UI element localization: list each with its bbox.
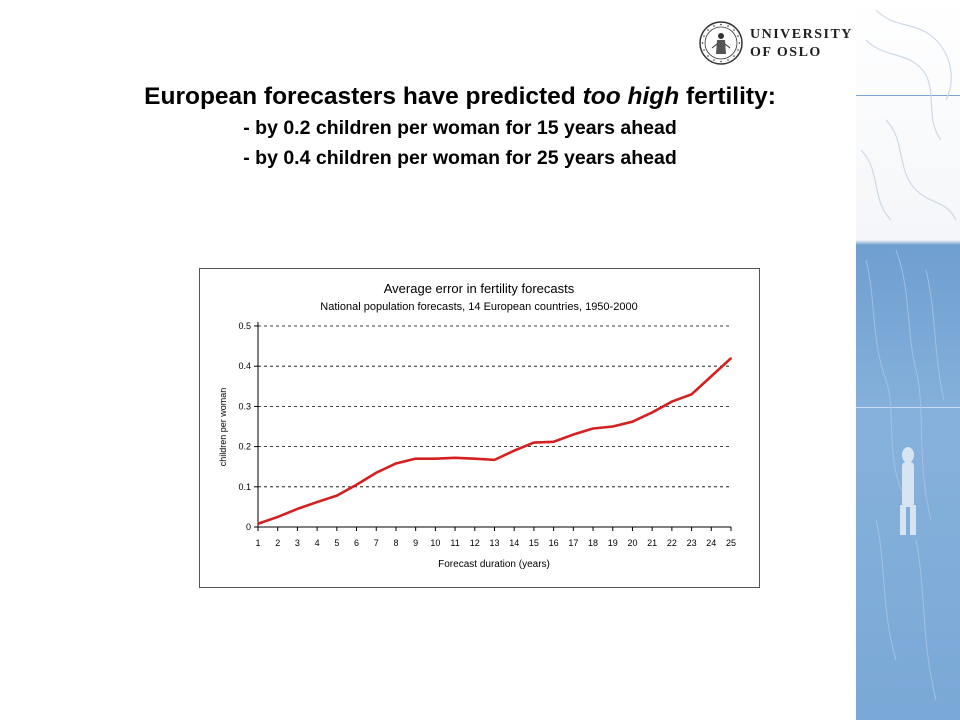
data-point	[335, 494, 338, 497]
x-tick-label: 6	[354, 538, 359, 548]
x-tick-label: 10	[430, 538, 440, 548]
x-tick-label: 8	[393, 538, 398, 548]
x-tick-label: 21	[647, 538, 657, 548]
x-tick-label: 13	[489, 538, 499, 548]
y-tick-label: 0.2	[238, 442, 251, 452]
university-name: UNIVERSITY OF OSLO	[750, 26, 853, 62]
x-tick-label: 4	[315, 538, 320, 548]
x-tick-label: 15	[529, 538, 539, 548]
x-tick-label: 18	[588, 538, 598, 548]
data-point	[533, 441, 535, 444]
data-point	[316, 501, 319, 503]
data-point	[730, 357, 732, 360]
x-tick-label: 17	[568, 538, 578, 548]
slide-bullet-2: - by 0.4 children per woman for 25 years…	[243, 147, 677, 169]
x-tick-label: 2	[275, 538, 280, 548]
university-logo: UNIVERSITY OF OSLO	[698, 20, 858, 70]
x-tick-label: 9	[413, 538, 418, 548]
axes	[254, 322, 732, 531]
university-seal-icon	[699, 21, 743, 65]
title-part2: fertility:	[679, 83, 776, 110]
data-point	[473, 457, 476, 460]
data-point	[670, 400, 673, 403]
x-tick-label: 5	[334, 538, 339, 548]
decorative-side-band	[856, 0, 960, 720]
data-point	[513, 449, 516, 452]
data-point	[296, 508, 299, 510]
data-point	[710, 375, 713, 378]
data-point	[454, 456, 456, 459]
x-tick-label: 12	[470, 538, 480, 548]
x-tick-label: 25	[726, 538, 736, 548]
data-point	[375, 471, 378, 474]
series-layer	[257, 357, 732, 526]
slide-title-block: European forecasters have predicted too …	[60, 80, 860, 173]
data-point	[592, 427, 594, 430]
x-tick-label: 23	[687, 538, 697, 548]
title-emphasis: too high	[582, 83, 680, 110]
x-tick-label: 24	[706, 538, 716, 548]
y-axis-label: children per woman	[218, 388, 228, 467]
data-point	[355, 483, 358, 486]
data-point	[493, 458, 496, 461]
slide-bullet-1: - by 0.2 children per woman for 15 years…	[243, 117, 677, 139]
x-tick-label: 3	[295, 538, 300, 548]
university-name-line2: OF OSLO	[750, 45, 822, 60]
data-point	[414, 457, 417, 460]
slide-title: European forecasters have predicted too …	[60, 80, 860, 113]
university-name-line1: UNIVERSITY	[750, 27, 853, 42]
data-point	[434, 457, 437, 460]
y-tick-label: 0.5	[238, 321, 251, 331]
series-line	[257, 357, 732, 526]
x-axis-label: Forecast duration (years)	[438, 559, 550, 570]
chart-title: Average error in fertility forecasts	[384, 281, 575, 296]
y-tick-label: 0	[246, 522, 251, 532]
data-point	[651, 411, 654, 414]
data-point	[395, 462, 397, 465]
x-tick-label: 7	[374, 538, 379, 548]
data-point	[611, 425, 614, 428]
band-divider-top	[856, 95, 960, 96]
data-point	[572, 433, 575, 436]
line-chart: Average error in fertility forecasts Nat…	[218, 281, 736, 570]
grid-lines	[258, 325, 731, 488]
y-tick-label: 0.4	[238, 361, 251, 371]
x-tick-label: 11	[450, 538, 459, 548]
x-tick-label: 19	[608, 538, 618, 548]
x-tick-label: 14	[509, 538, 519, 548]
title-part1: European forecasters have predicted	[144, 83, 583, 110]
x-tick-label: 20	[627, 538, 637, 548]
x-tick-label: 16	[549, 538, 559, 548]
x-tick-label: 1	[255, 538, 260, 548]
data-point	[276, 516, 279, 518]
chart-subtitle: National population forecasts, 14 Europe…	[320, 301, 637, 313]
data-point	[552, 440, 555, 443]
chart-frame: Average error in fertility forecasts Nat…	[199, 268, 760, 588]
statue-watermark-image	[860, 9, 957, 701]
data-point	[257, 522, 259, 525]
band-divider-bottom	[856, 407, 960, 408]
y-tick-labels: 0 0.1 0.2 0.3 0.4 0.5	[238, 321, 251, 532]
data-point	[631, 420, 634, 423]
data-point	[690, 393, 693, 396]
y-tick-label: 0.1	[238, 482, 251, 492]
x-tick-label: 22	[667, 538, 677, 548]
x-tick-labels: 1 2 3 4 5 6 7 8 9 10 11 12 13 14 15 16 17 18 19 20 21 22 23 24 2…	[255, 538, 736, 548]
y-tick-label: 0.3	[238, 401, 251, 411]
